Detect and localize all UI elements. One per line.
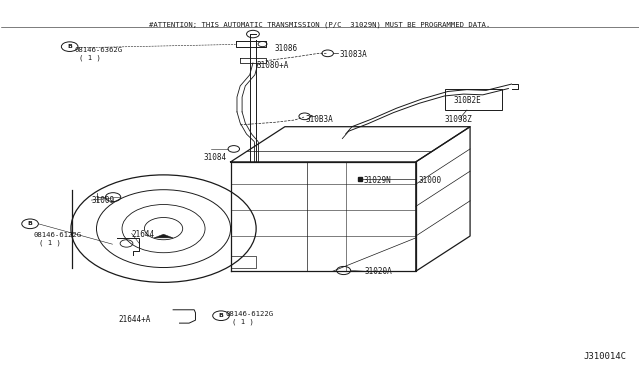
Text: 31020A: 31020A	[365, 267, 392, 276]
Text: B: B	[67, 44, 72, 49]
Text: 31009: 31009	[92, 196, 115, 205]
Text: ( 1 ): ( 1 )	[232, 318, 253, 325]
Text: 310B2E: 310B2E	[453, 96, 481, 105]
Text: 08146-6122G: 08146-6122G	[34, 232, 82, 238]
Text: 31083A: 31083A	[339, 50, 367, 59]
Bar	[445, 89, 502, 110]
Text: 31029N: 31029N	[364, 176, 391, 185]
Text: 08146-6122G: 08146-6122G	[225, 311, 274, 317]
Polygon shape	[154, 234, 173, 238]
Text: ( 1 ): ( 1 )	[79, 54, 100, 61]
Text: 21644+A: 21644+A	[119, 315, 151, 324]
Text: 31084: 31084	[204, 153, 227, 162]
Text: B: B	[28, 221, 33, 226]
Text: 31000: 31000	[419, 176, 442, 185]
Text: B: B	[219, 313, 223, 318]
Text: 31080+A: 31080+A	[256, 61, 289, 70]
Text: 310B3A: 310B3A	[306, 115, 333, 124]
Text: #ATTENTION; THIS AUTOMATIC TRANSMISSION (P/C  31029N) MUST BE PROGRAMMED DATA.: #ATTENTION; THIS AUTOMATIC TRANSMISSION …	[149, 21, 491, 28]
Text: ( 1 ): ( 1 )	[39, 240, 61, 246]
Text: 31086: 31086	[274, 44, 297, 53]
Text: 08146-6362G: 08146-6362G	[74, 46, 122, 52]
Text: 31098Z: 31098Z	[445, 115, 472, 124]
Text: 21644: 21644	[132, 230, 155, 239]
Text: J310014C: J310014C	[584, 352, 627, 361]
